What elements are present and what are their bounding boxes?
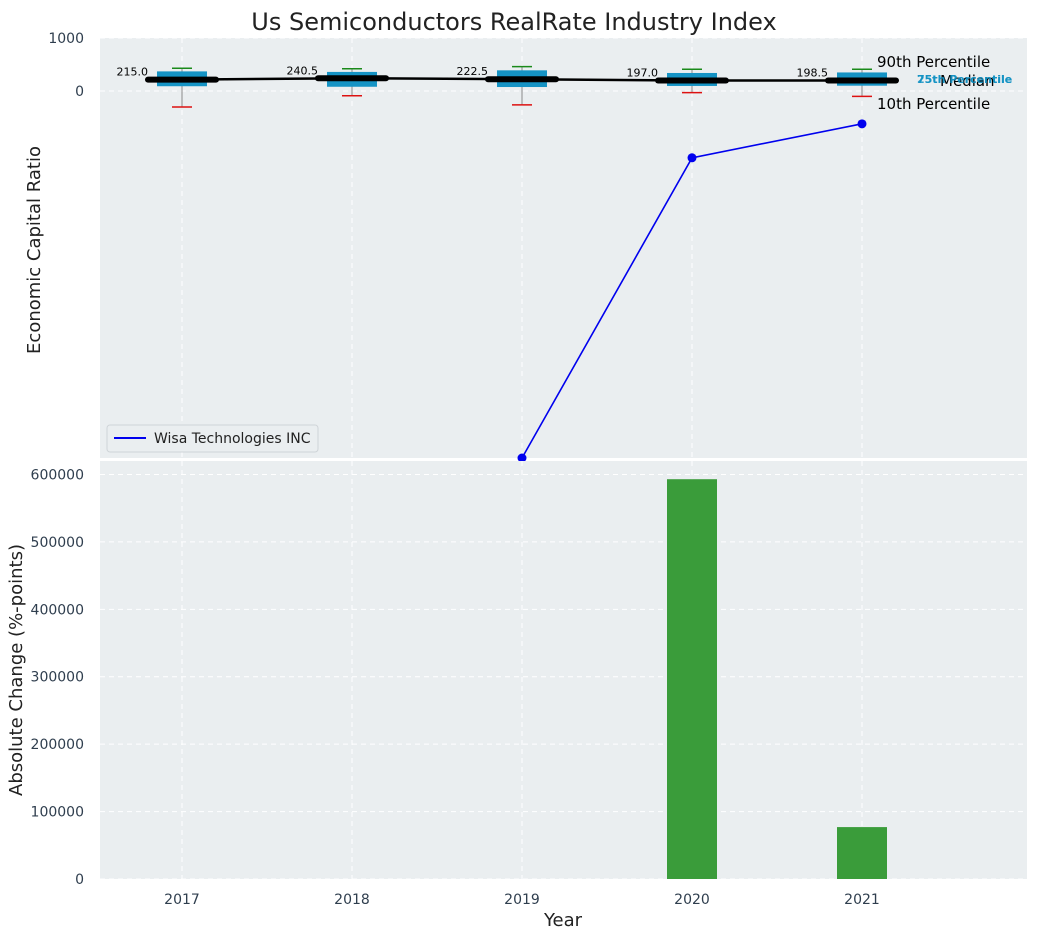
median-value-2018: 240.5 (287, 64, 319, 77)
bottom-y-ticks: 0 100000 200000 300000 400000 500000 600000 (31, 467, 84, 888)
bottom-y-axis-title: Absolute Change (%-points) (6, 544, 27, 796)
median-value-2017: 215.0 (117, 66, 149, 79)
top-panel: 1000 0 215.0 240.5 222.5 197.0 198.5 90th Per… (24, 31, 1027, 463)
top-y-tick-1000: 1000 (48, 31, 84, 47)
series-point-2019 (517, 453, 527, 463)
series-point-2021 (857, 119, 867, 129)
x-tick-2017: 2017 (164, 892, 200, 908)
bottom-panel: 0 100000 200000 300000 400000 500000 600000 20… (6, 461, 1027, 931)
top-y-tick-0: 0 (75, 84, 84, 100)
percentile-labels: 90th Percentile 75th PercentileMedian25th… (877, 53, 1012, 113)
bottom-y-tick-300000: 300000 (31, 670, 84, 686)
bar-2020 (667, 479, 717, 879)
median-value-2021: 198.5 (797, 66, 829, 79)
top-y-ticks: 1000 0 (48, 31, 84, 100)
bottom-plot-area (100, 461, 1027, 879)
x-ticks: 2017 2018 2019 2020 2021 (164, 892, 880, 908)
x-tick-2019: 2019 (504, 892, 540, 908)
company-series (517, 119, 867, 463)
legend-label-wisa: Wisa Technologies INC (154, 431, 311, 447)
x-tick-2018: 2018 (334, 892, 370, 908)
label-25th-percentile: 25th Percentile (917, 73, 1012, 86)
label-75th-percentile: 75th Percentile (917, 73, 1012, 86)
bottom-y-tick-100000: 100000 (31, 805, 84, 821)
legend-box (106, 424, 319, 453)
median-trend-line (181, 77, 863, 82)
median-value-2019: 222.5 (457, 65, 489, 78)
top-gridlines (100, 37, 1027, 458)
bottom-y-tick-0: 0 (75, 872, 84, 888)
series-point-2020 (687, 153, 697, 163)
bottom-y-tick-400000: 400000 (31, 602, 84, 618)
x-axis-title: Year (543, 910, 583, 931)
label-median: Median (940, 72, 995, 90)
change-bars (667, 479, 887, 879)
x-tick-2021: 2021 (844, 892, 880, 908)
industry-boxes: 215.0 240.5 222.5 197.0 198.5 (117, 64, 899, 108)
chart-title: Us Semiconductors RealRate Industry Inde… (251, 8, 776, 36)
median-value-2020: 197.0 (627, 67, 659, 80)
label-10th-percentile: 10th Percentile (877, 95, 990, 113)
bottom-y-tick-600000: 600000 (31, 467, 84, 483)
bottom-y-tick-500000: 500000 (31, 535, 84, 551)
bar-2021 (837, 827, 887, 879)
bottom-y-tick-200000: 200000 (31, 737, 84, 753)
top-y-axis-title: Economic Capital Ratio (24, 146, 45, 354)
x-tick-2020: 2020 (674, 892, 710, 908)
top-plot-area (100, 38, 1027, 458)
label-90th-percentile: 90th Percentile (877, 53, 990, 71)
legend: Wisa Technologies INC (106, 424, 319, 453)
